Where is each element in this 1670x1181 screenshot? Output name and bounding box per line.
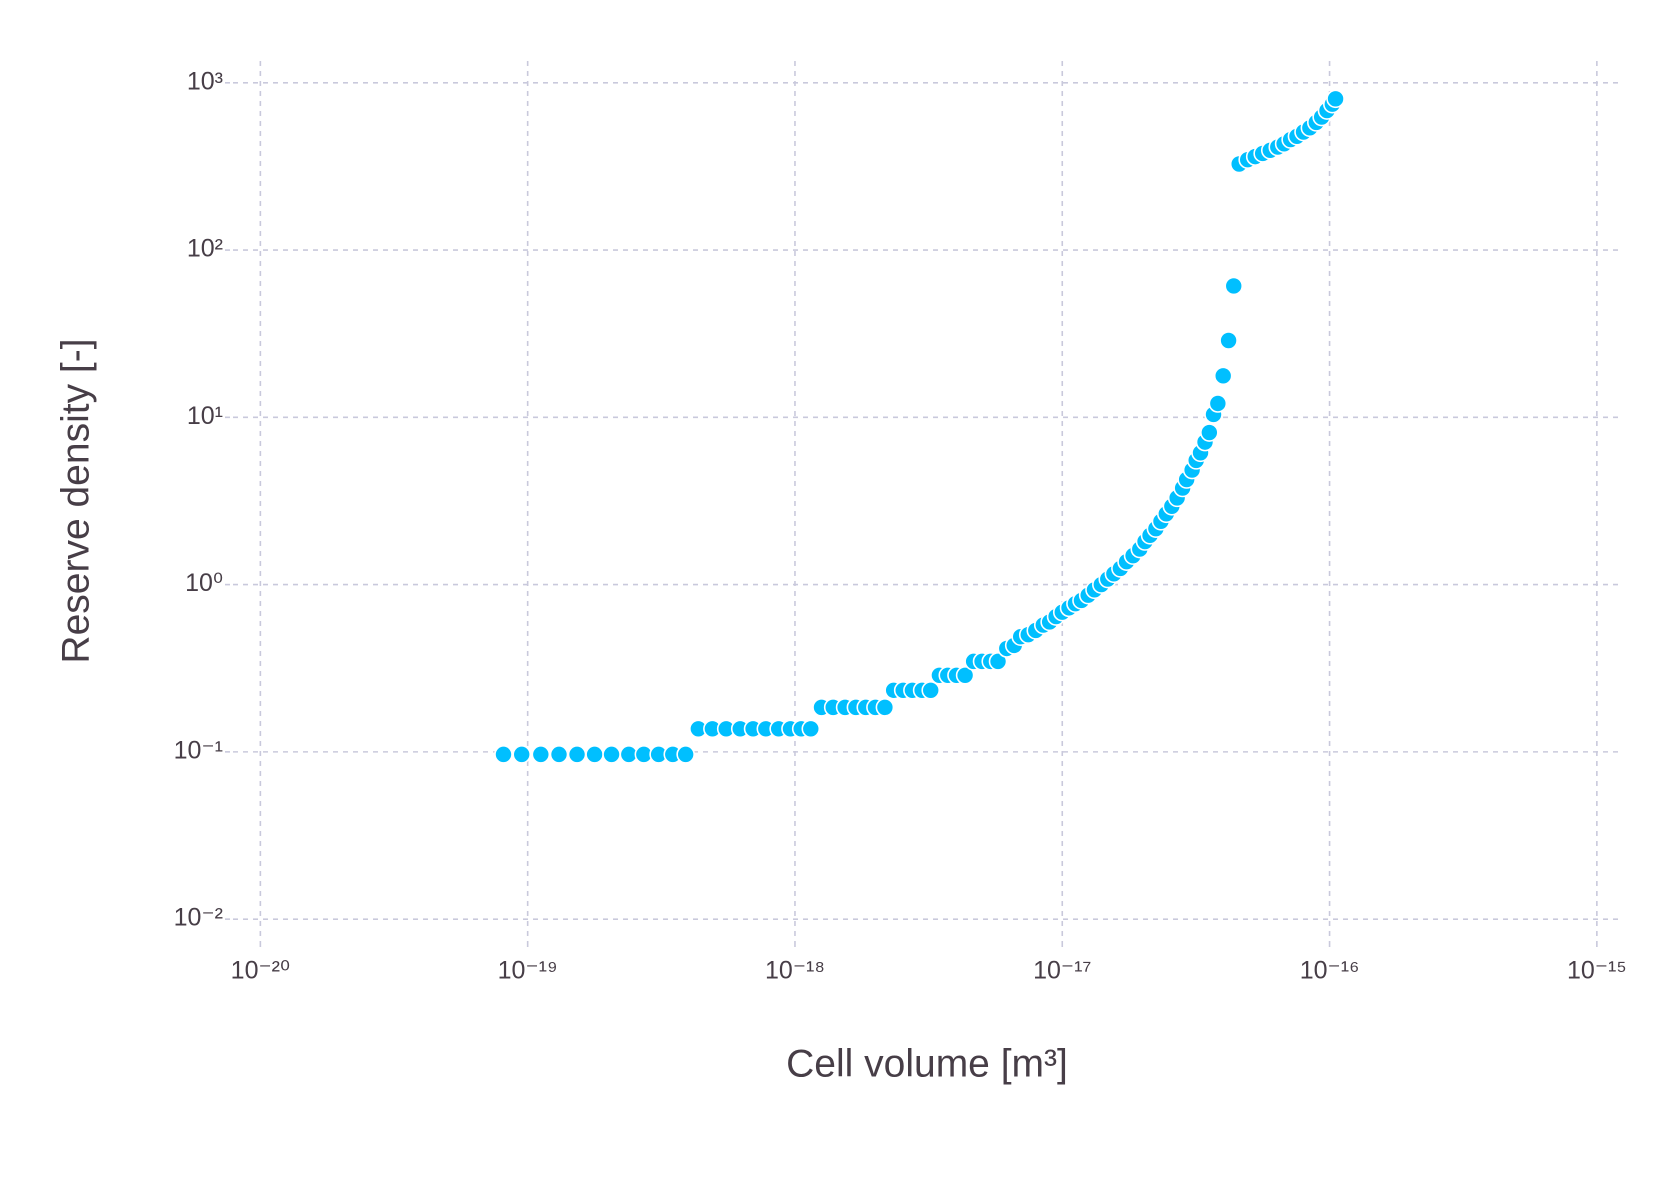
data-point: [494, 745, 513, 764]
data-point: [1326, 89, 1345, 109]
data-point: [549, 745, 569, 764]
y-tick-label: 10³: [187, 67, 223, 95]
y-tick-label: 10⁰: [185, 569, 223, 597]
data-point: [955, 665, 975, 685]
data-point: [1219, 331, 1238, 350]
y-tick-label: 10²: [187, 235, 223, 263]
y-axis-title: Reserve density [-]: [54, 338, 97, 663]
y-tick-label: 10⁻²: [174, 904, 223, 932]
x-tick-label: 10⁻¹⁵: [1567, 957, 1627, 985]
data-point: [988, 652, 1008, 671]
data-point: [1208, 394, 1228, 413]
data-point: [1224, 276, 1244, 296]
data-point: [875, 698, 895, 717]
x-tick-label: 10⁻¹⁸: [765, 957, 825, 985]
x-axis-title: Cell volume [m³]: [786, 1042, 1068, 1085]
x-tick-label: 10⁻¹⁶: [1300, 957, 1360, 985]
x-tick-label: 10⁻¹⁹: [498, 957, 558, 985]
data-point: [512, 745, 532, 764]
data-point: [1200, 423, 1219, 442]
data-point: [602, 745, 621, 764]
data-point: [531, 745, 551, 764]
data-point: [1213, 366, 1233, 386]
y-tick-label: 10⁻¹: [174, 736, 223, 764]
data-point: [567, 745, 587, 764]
data-point: [801, 719, 821, 739]
y-tick-label: 10¹: [187, 402, 223, 430]
x-tick-label: 10⁻¹⁷: [1033, 957, 1091, 985]
data-point: [585, 745, 604, 764]
x-tick-label: 10⁻²⁰: [231, 957, 290, 985]
data-point: [676, 745, 695, 764]
data-point: [921, 680, 941, 700]
